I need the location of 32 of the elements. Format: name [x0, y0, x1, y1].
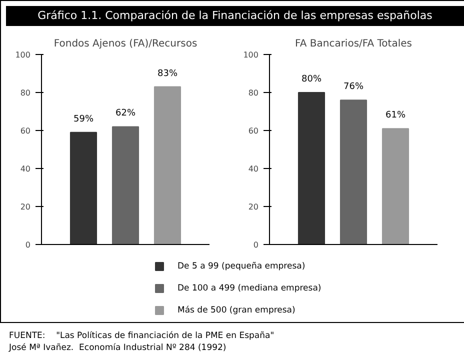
y-tick-label: 100	[15, 50, 31, 60]
y-tick-label: 60	[248, 126, 259, 136]
bar	[154, 86, 182, 244]
y-tick-label: 80	[20, 88, 31, 98]
bar	[382, 128, 410, 244]
chart-title: FA Bancarios/FA Totales	[295, 38, 412, 50]
data-label: 59%	[74, 114, 94, 124]
y-tick-label: 0	[25, 240, 31, 250]
data-label: 76%	[344, 82, 364, 92]
y-tick-label: 0	[253, 240, 259, 250]
data-label: 62%	[116, 108, 136, 118]
chart-subtitle: Fondos Ajenos (FA)/Recursos	[54, 38, 198, 50]
legend-label: De 5 a 99 (pequeña empresa)	[178, 261, 306, 272]
y-tick-label: 80	[248, 88, 259, 98]
y-tick-label: 40	[248, 164, 259, 174]
bar	[340, 99, 368, 244]
data-label: 80%	[302, 74, 322, 84]
legend-label: De 100 a 499 (mediana empresa)	[178, 283, 322, 294]
data-label: 83%	[158, 68, 178, 79]
y-tick-label: 100	[243, 50, 259, 60]
bar	[112, 126, 140, 244]
bar	[298, 92, 326, 244]
data-label: 61%	[386, 110, 406, 120]
text: Gráfico 1.1. Comparación de la Financiación de las empresas españolas	[38, 8, 432, 24]
legend-label: Más de 500 (gran empresa)	[178, 305, 296, 316]
y-tick-label: 20	[20, 202, 31, 212]
y-tick-label: 40	[20, 164, 31, 174]
y-tick-label: 20	[248, 202, 259, 212]
text: José Mª Ivañez. Economía Industrial Nº 284 (1992)	[9, 342, 226, 353]
bar	[70, 132, 98, 244]
source-note: FUENTE: "Las Políticas de financiación de la PME en España"	[9, 330, 274, 341]
y-tick-label: 60	[20, 126, 31, 136]
